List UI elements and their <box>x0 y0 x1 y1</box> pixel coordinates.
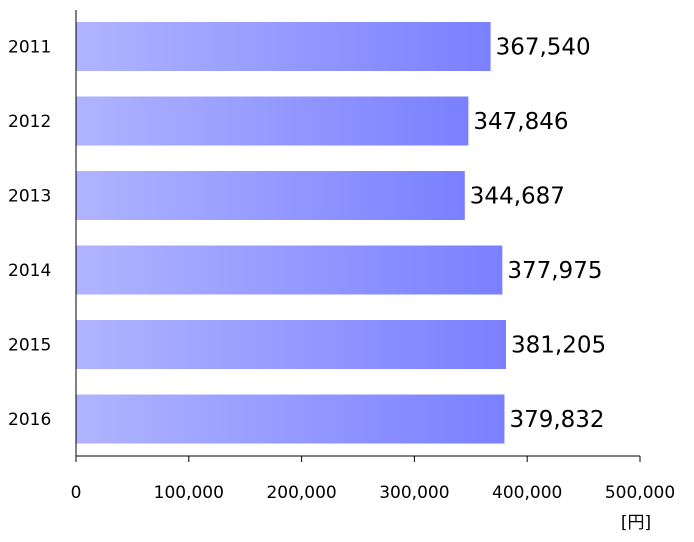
bar-2016 <box>76 394 505 444</box>
x-tick-label: 200,000 <box>266 483 336 503</box>
bar-2013 <box>76 171 465 220</box>
value-label-2012: 347,846 <box>473 109 568 135</box>
value-label-2014: 377,975 <box>507 258 602 284</box>
x-axis-unit-label: [円] <box>621 513 651 533</box>
bar-2014 <box>76 245 503 295</box>
value-label-2015: 381,205 <box>511 333 606 359</box>
category-label-2014: 2014 <box>8 261 51 281</box>
category-label-2013: 2013 <box>8 187 51 207</box>
bar-2011 <box>76 22 491 71</box>
category-labels: 2011 2012 2013 2014 2015 2016 <box>8 38 51 431</box>
x-tick-label: 300,000 <box>379 483 449 503</box>
bar-2015 <box>76 320 506 369</box>
category-label-2011: 2011 <box>8 38 51 58</box>
x-tick-label: 500,000 <box>605 483 675 503</box>
value-label-2011: 367,540 <box>496 35 591 61</box>
category-label-2016: 2016 <box>8 410 51 430</box>
value-labels: 367,540 347,846 344,687 377,975 381,205 379,8… <box>470 35 606 434</box>
bars-group <box>76 22 506 444</box>
category-label-2015: 2015 <box>8 336 51 356</box>
x-tick-label: 400,000 <box>492 483 562 503</box>
x-axis: 0 100,000 200,000 300,000 400,000 500,000 <box>71 10 675 503</box>
x-tick-label: 100,000 <box>154 483 224 503</box>
value-label-2016: 379,832 <box>509 407 604 433</box>
bar-2012 <box>76 96 469 146</box>
x-tick-label: 0 <box>71 483 82 503</box>
value-label-2013: 344,687 <box>470 184 565 210</box>
category-label-2012: 2012 <box>8 112 51 132</box>
